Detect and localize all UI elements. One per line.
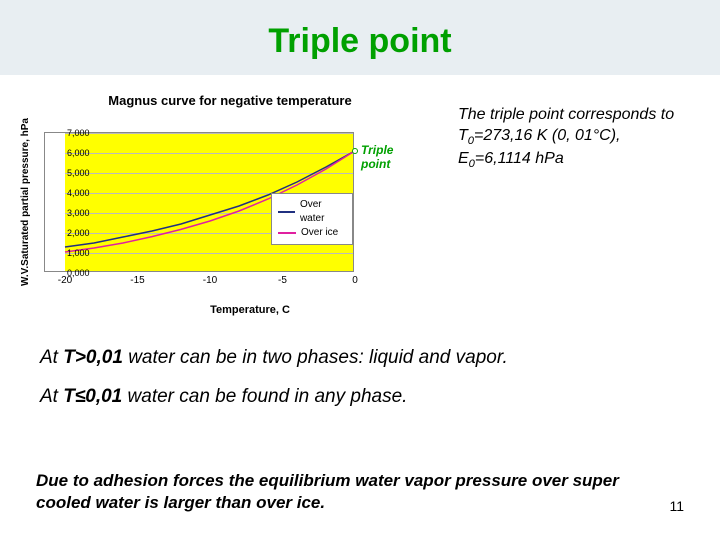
xtick-label: -15	[130, 275, 144, 286]
legend-swatch	[278, 211, 295, 213]
content: Magnus curve for negative temperature W.…	[0, 75, 720, 433]
ytick-label: 2,000	[67, 228, 90, 238]
xtick-label: -10	[203, 275, 217, 286]
page-title: Triple point	[0, 22, 720, 61]
chart-box: Magnus curve for negative temperature W.…	[20, 85, 440, 322]
chart-legend: Over waterOver ice	[271, 193, 353, 245]
ytick-label: 4,000	[67, 188, 90, 198]
chart-xlabel: Temperature, C	[20, 286, 440, 322]
footer-text: Due to adhesion forces the equilibrium w…	[36, 470, 674, 514]
chart-area: Magnus curve for negative temperature W.…	[20, 85, 700, 322]
ytick-label: 6,000	[67, 148, 90, 158]
chart-plot: 0,0001,0002,0003,0004,0005,0006,0007,000…	[44, 132, 354, 272]
ytick-label: 0,000	[67, 268, 90, 278]
ytick-label: 1,000	[67, 248, 90, 258]
chart-title: Magnus curve for negative temperature	[20, 85, 440, 118]
body-p2: At T≤0,01 water can be found in any phas…	[40, 385, 680, 410]
ytick-label: 3,000	[67, 208, 90, 218]
chart-ylabel: W.V.Saturated partial pressure, hPa	[20, 118, 44, 286]
side-annotation: The triple point corresponds to T0=273,1…	[440, 85, 700, 171]
ytick-label: 5,000	[67, 168, 90, 178]
ytick-label: 7,000	[67, 128, 90, 138]
side-line1: The triple point corresponds to	[458, 106, 674, 123]
legend-label: Over ice	[301, 226, 338, 240]
legend-item: Over ice	[278, 226, 346, 240]
legend-swatch	[278, 232, 296, 234]
triple-point-label: Triple point	[361, 143, 393, 171]
legend-label: Over water	[300, 198, 346, 226]
triple-point-marker	[352, 148, 358, 154]
e0-label: E0=6,1114 hPa	[458, 150, 564, 167]
body-p1: At T>0,01 water can be in two phases: li…	[40, 346, 680, 371]
t0-label: T0=273,16 K (0, 01°C),	[458, 127, 621, 144]
legend-item: Over water	[278, 198, 346, 226]
page-number: 11	[669, 498, 684, 514]
header-band: Triple point	[0, 0, 720, 75]
body-text: At T>0,01 water can be in two phases: li…	[20, 322, 700, 409]
plot-wrap: W.V.Saturated partial pressure, hPa 0,00…	[20, 118, 440, 286]
xtick-label: 0	[352, 275, 358, 286]
xtick-label: -5	[278, 275, 287, 286]
